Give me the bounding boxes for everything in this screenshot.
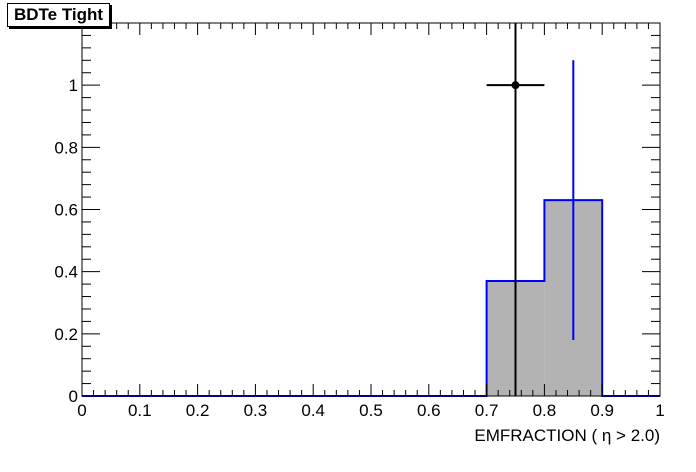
x-tick-label: 0.1 (128, 401, 152, 420)
x-tick-label: 0.2 (186, 401, 210, 420)
x-tick-label: 0 (77, 401, 86, 420)
x-tick-label: 0.8 (533, 401, 557, 420)
x-tick-label: 0.4 (301, 401, 325, 420)
x-tick-label: 0.6 (417, 401, 441, 420)
x-tick-label: 1 (655, 401, 664, 420)
y-tick-label: 0.6 (54, 201, 78, 220)
histogram-layer (82, 60, 660, 397)
x-tick-label: 0.9 (590, 401, 614, 420)
axis-ticks: 0 0.1 0.2 0.3 0.4 0.5 0.6 0.7 0.8 0.9 1 0 0.2 0.4 0.6 0… (54, 14, 664, 420)
x-axis-label: EMFRACTION ( η > 2.0) (474, 426, 660, 445)
y-tick-label: 1 (69, 76, 78, 95)
data-points-layer (486, 23, 545, 396)
x-tick-label: 0.7 (475, 401, 499, 420)
x-tick-label: 0.3 (244, 401, 268, 420)
chart-title: BDTe Tight (7, 3, 111, 27)
x-tick-label: 0.5 (359, 401, 383, 420)
y-tick-label: 0 (69, 387, 78, 406)
y-tick-label: 0.8 (54, 138, 78, 157)
data-point-marker (511, 81, 520, 90)
y-tick-label: 0.4 (54, 263, 78, 282)
y-tick-label: 0.2 (54, 325, 78, 344)
